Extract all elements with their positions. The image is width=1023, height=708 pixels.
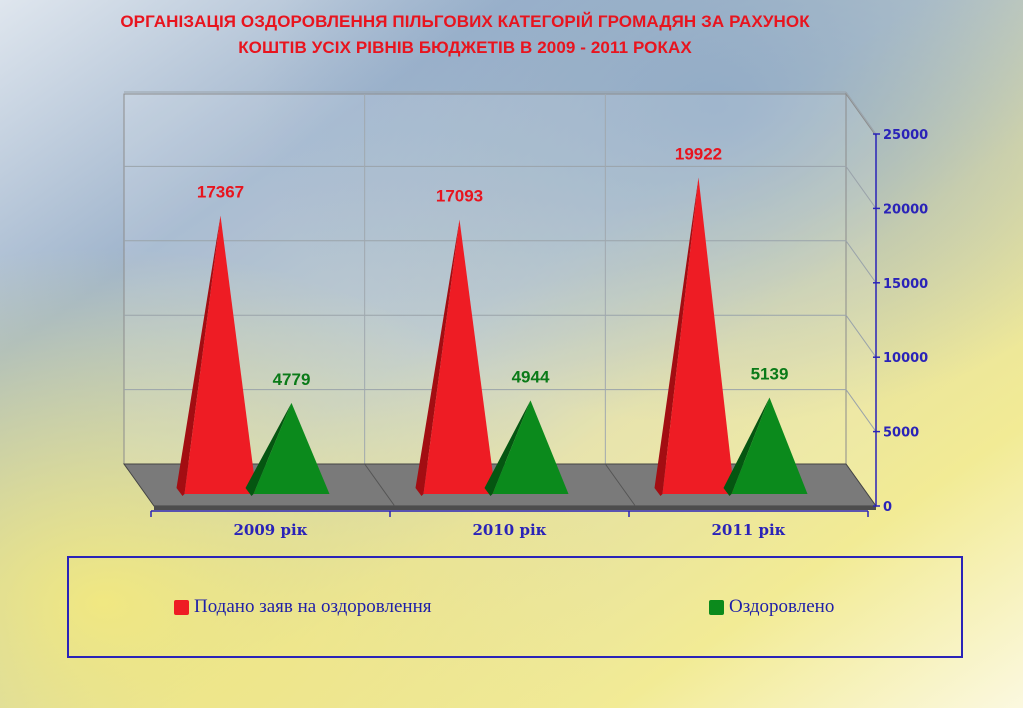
chart-title-line-2: КОШТІВ УСІХ РІВНІВ БЮДЖЕТІВ В 2009 - 201… — [238, 38, 692, 57]
data-label: 19922 — [675, 145, 722, 164]
gridline-side — [845, 166, 877, 209]
gridline-side — [845, 314, 877, 358]
x-tick-label: 2009 рік — [234, 521, 308, 539]
floor-divider — [364, 463, 396, 507]
legend-item-applications: Подано заяв на оздоровлення — [174, 595, 431, 619]
y-tick-label: 20000 — [883, 202, 928, 217]
gridlines — [124, 91, 877, 464]
cone-shadow — [654, 177, 699, 496]
y-tick-label: 15000 — [883, 277, 928, 292]
data-label: 17093 — [436, 187, 483, 206]
cone-shadow — [415, 219, 460, 496]
cone-recovered — [492, 400, 569, 494]
data-label: 4944 — [512, 367, 550, 386]
data-labels: 17367 4779 17093 4944 19922 5139 — [197, 145, 789, 389]
cone-applications — [423, 219, 496, 494]
cone-applications — [184, 215, 257, 494]
y-tick-label: 5000 — [883, 426, 919, 441]
y-tick-label: 25000 — [883, 128, 928, 143]
series-marks — [176, 177, 808, 496]
plot-side-wall — [845, 92, 877, 508]
floor-edge — [154, 506, 876, 510]
x-axis: 2009 рік 2010 рік 2011 рік — [150, 510, 869, 539]
floor-divider — [604, 463, 636, 507]
cone-shadow — [723, 397, 770, 496]
y-tick-label: 0 — [883, 500, 892, 515]
chart-title-line-1: ОРГАНІЗАЦІЯ ОЗДОРОВЛЕННЯ ПІЛЬГОВИХ КАТЕГ… — [120, 12, 810, 31]
legend — [67, 556, 963, 658]
legend-swatch-green — [709, 599, 724, 615]
x-tick-label: 2011 рік — [712, 521, 786, 539]
data-label: 17367 — [197, 183, 244, 202]
gridline-side — [845, 91, 877, 135]
legend-item-recovered: Оздоровлено — [709, 595, 834, 619]
legend-label-recovered: Оздоровлено — [729, 596, 835, 617]
gridline-side — [845, 389, 877, 432]
legend-swatch-red — [174, 599, 189, 615]
data-label: 5139 — [751, 365, 789, 384]
cone-recovered — [253, 402, 330, 494]
legend-label-applications: Подано заяв на оздоровлення — [194, 596, 432, 617]
cone-applications — [662, 177, 735, 494]
cone-recovered — [731, 397, 808, 494]
y-axis: 0 5000 10000 15000 20000 25000 — [873, 128, 928, 515]
y-tick-label: 10000 — [883, 351, 928, 366]
cone-shadow — [245, 402, 292, 496]
x-tick-label: 2010 рік — [473, 521, 547, 539]
cone-shadow — [484, 400, 531, 496]
gridline-side — [845, 240, 877, 284]
data-label: 4779 — [273, 370, 311, 389]
cone-shadow — [176, 215, 221, 496]
